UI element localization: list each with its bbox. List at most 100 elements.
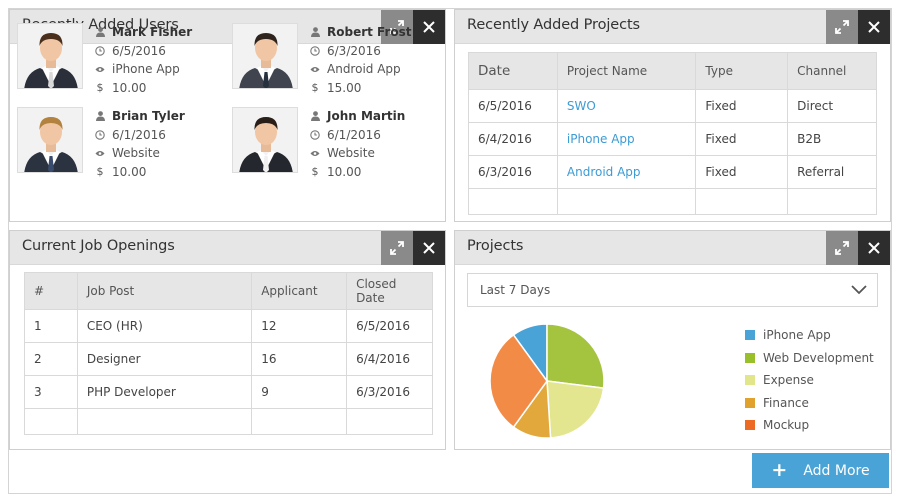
legend-swatch — [745, 420, 755, 431]
legend-item[interactable]: Web Development — [745, 347, 874, 370]
cell-project-name: SWO — [556, 89, 697, 123]
period-dropdown[interactable]: Last 7 Days — [467, 273, 878, 307]
column-header: Closed Date — [346, 272, 433, 310]
dollar-icon: $ — [96, 164, 104, 178]
legend-item[interactable]: Mockup — [745, 414, 874, 437]
dollar-icon: $ — [311, 80, 319, 94]
chart-legend: iPhone App Web Development Expense Finance M… — [745, 324, 874, 437]
expand-button[interactable] — [381, 10, 413, 44]
table-row: 6/3/2016 Android App Fixed Referral — [468, 155, 877, 189]
close-icon — [868, 21, 880, 33]
user-info: Mark Fisher 6/5/2016 iPhone App $10.00 — [95, 23, 192, 97]
column-header: Job Post — [76, 272, 253, 310]
column-header: Channel — [787, 52, 877, 90]
legend-swatch — [745, 397, 755, 408]
user-amount: 10.00 — [112, 80, 147, 95]
period-dropdown-value: Last 7 Days — [480, 283, 551, 297]
user-date: 6/1/2016 — [112, 127, 166, 142]
user-name[interactable]: Mark Fisher — [112, 25, 193, 39]
table-header-row: # Job Post Applicant Closed Date — [24, 272, 433, 310]
user-card[interactable]: Robert Frost 6/3/2016 Android App $15.00 — [232, 23, 437, 95]
pie-slice-mockup[interactable] — [489, 333, 548, 429]
cell-channel: Direct — [787, 89, 877, 123]
eye-icon — [95, 150, 105, 157]
expand-icon — [390, 20, 404, 34]
user-name[interactable]: John Martin — [327, 109, 406, 123]
recent-users-widget: Recently Added Users Mark Fisher 6/5/2016… — [9, 9, 446, 222]
cell-date: 6/3/2016 — [468, 155, 558, 189]
project-link[interactable]: Android App — [566, 165, 641, 179]
user-amount: 10.00 — [327, 164, 362, 179]
widget-header: Recently Added Projects — [455, 10, 890, 44]
table-row-empty — [468, 188, 877, 215]
user-date: 6/1/2016 — [327, 127, 381, 142]
user-card[interactable]: Brian Tyler 6/1/2016 Website $10.00 — [17, 107, 222, 179]
avatar — [17, 23, 83, 89]
column-header: # — [24, 272, 78, 310]
user-card[interactable]: John Martin 6/1/2016 Website $10.00 — [232, 107, 437, 179]
pie-slice-expense[interactable] — [546, 380, 605, 439]
table-row: 6/5/2016 SWO Fixed Direct — [468, 89, 877, 123]
eye-icon — [310, 66, 320, 73]
job-openings-widget: Current Job Openings # Job Post Applican… — [9, 230, 446, 450]
projects-pie-chart — [489, 323, 605, 439]
widget-title: Projects — [467, 238, 524, 254]
close-button[interactable] — [413, 10, 445, 44]
expand-button[interactable] — [826, 231, 858, 265]
expand-button[interactable] — [381, 231, 413, 265]
close-icon — [423, 242, 435, 254]
cell-closed-date: 6/4/2016 — [346, 342, 433, 376]
project-link[interactable]: SWO — [566, 99, 596, 113]
dollar-icon: $ — [311, 164, 319, 178]
legend-label: Finance — [763, 395, 809, 410]
widget-header: Current Job Openings — [10, 231, 445, 265]
jobs-table: # Job Post Applicant Closed Date 1 CEO (… — [24, 272, 433, 435]
cell-job-post: Designer — [76, 342, 253, 376]
close-button[interactable] — [858, 231, 890, 265]
column-header: Type — [695, 52, 789, 90]
expand-button[interactable] — [826, 10, 858, 44]
legend-item[interactable]: iPhone App — [745, 324, 874, 347]
cell-index: 3 — [24, 375, 78, 409]
user-info: Robert Frost 6/3/2016 Android App $15.00 — [310, 23, 412, 97]
project-link[interactable]: iPhone App — [566, 132, 635, 146]
close-button[interactable] — [413, 231, 445, 265]
user-icon — [310, 111, 320, 122]
cell-closed-date: 6/5/2016 — [346, 309, 433, 343]
pie-slice-web-development[interactable] — [546, 323, 605, 389]
close-button[interactable] — [858, 10, 890, 44]
cell-job-post: PHP Developer — [76, 375, 253, 409]
cell-applicant: 16 — [251, 342, 348, 376]
widget-header: Projects — [455, 231, 890, 265]
expand-icon — [390, 241, 404, 255]
cell-applicant: 12 — [251, 309, 348, 343]
eye-icon — [310, 150, 320, 157]
user-info: John Martin 6/1/2016 Website $10.00 — [310, 107, 405, 181]
user-source: Android App — [327, 62, 401, 76]
add-more-button[interactable]: + Add More — [752, 453, 889, 488]
projects-table: Date Project Name Type Channel 6/5/2016 … — [468, 52, 877, 215]
user-name[interactable]: Brian Tyler — [112, 109, 185, 123]
expand-icon — [835, 20, 849, 34]
legend-item[interactable]: Expense — [745, 369, 874, 392]
dollar-icon: $ — [96, 80, 104, 94]
user-icon — [310, 27, 320, 38]
table-row: 3 PHP Developer 9 6/3/2016 — [24, 375, 433, 409]
legend-swatch — [745, 375, 755, 386]
legend-swatch — [745, 330, 755, 341]
cell-channel: Referral — [787, 155, 877, 189]
cell-date: 6/4/2016 — [468, 122, 558, 156]
user-source: iPhone App — [112, 62, 180, 76]
user-card[interactable]: Mark Fisher 6/5/2016 iPhone App $10.00 — [17, 23, 222, 95]
user-name[interactable]: Robert Frost — [327, 25, 412, 39]
cell-job-post: CEO (HR) — [76, 309, 253, 343]
cell-project-name: Android App — [556, 155, 697, 189]
projects-chart-widget: Projects Last 7 Days iPhone App Web Devel… — [454, 230, 891, 450]
user-amount: 10.00 — [112, 164, 147, 179]
cell-type: Fixed — [695, 89, 789, 123]
avatar — [232, 23, 298, 89]
clock-icon — [95, 46, 105, 56]
cell-date: 6/5/2016 — [468, 89, 558, 123]
legend-item[interactable]: Finance — [745, 392, 874, 415]
user-source: Website — [112, 146, 160, 160]
